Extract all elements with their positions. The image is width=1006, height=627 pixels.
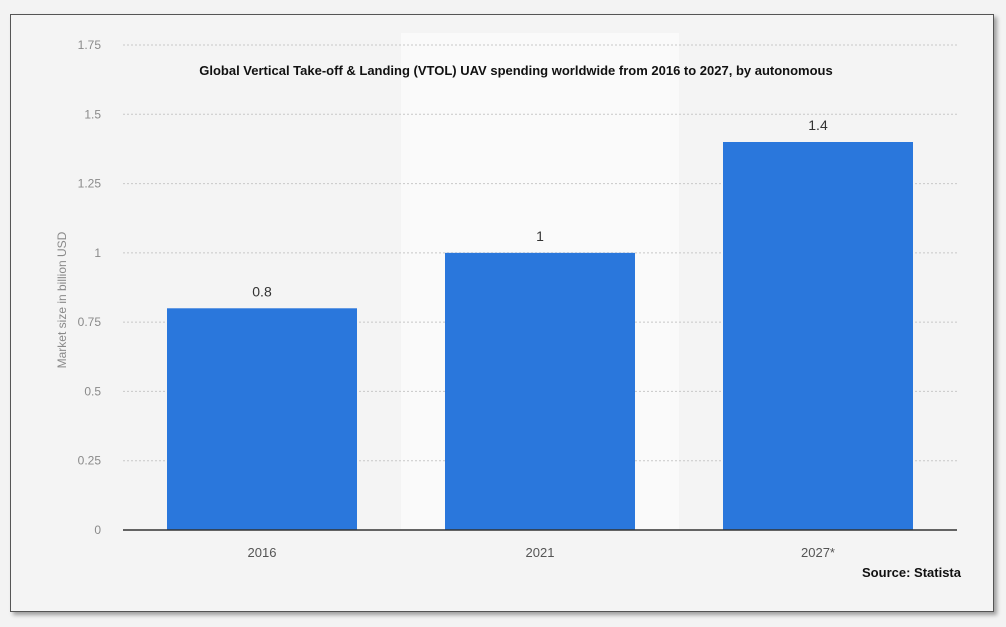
y-tick-label: 1: [94, 246, 101, 260]
y-axis-ticks: 0 0.25 0.5 0.75 1 1.25 1.5 1.75: [78, 38, 102, 537]
x-tick-label: 2016: [248, 545, 277, 560]
bar-value-label: 1: [536, 228, 544, 244]
y-tick-label: 1.5: [84, 107, 101, 121]
y-tick-label: 0.25: [78, 454, 102, 468]
x-axis-ticks: 2016 2021 2027*: [248, 545, 835, 560]
bar-value-label: 0.8: [252, 283, 272, 299]
bar-value-label: 1.4: [808, 117, 828, 133]
bar: [723, 142, 913, 530]
y-tick-label: 0.75: [78, 315, 102, 329]
x-tick-label: 2021: [526, 545, 555, 560]
bar-chart: 0 0.25 0.5 0.75 1 1.25 1.5 1.75 0.8 1 1.4 2016 202…: [55, 33, 962, 580]
y-tick-label: 0: [94, 523, 101, 537]
bar: [167, 308, 357, 530]
y-tick-label: 1.25: [78, 177, 102, 191]
chart-frame: 0 0.25 0.5 0.75 1 1.25 1.5 1.75 0.8 1 1.4 2016 202…: [10, 14, 994, 612]
x-tick-label: 2027*: [801, 545, 835, 560]
bar: [445, 252, 635, 530]
value-labels: 0.8 1 1.4: [252, 117, 828, 299]
y-axis-label: Market size in billion USD: [55, 231, 69, 368]
source-label: Source: Statista: [862, 565, 962, 580]
y-tick-label: 0.5: [84, 384, 101, 398]
bars: [167, 142, 913, 530]
chart-title: Global Vertical Take-off & Landing (VTOL…: [199, 63, 832, 78]
y-tick-label: 1.75: [78, 38, 102, 52]
